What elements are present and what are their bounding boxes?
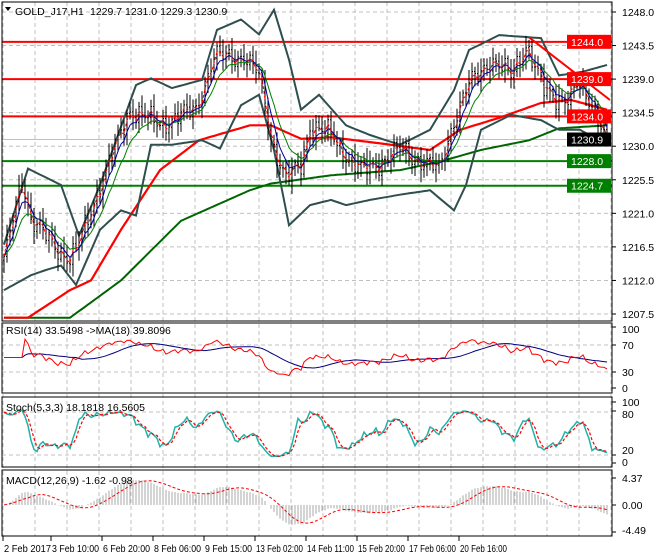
price-axis-label: 1243.5 [622, 41, 654, 53]
price-level-tag-text: 1224.7 [571, 181, 603, 193]
rsi-ma-line [4, 343, 608, 369]
macd-label: MACD(12,26,9) -1.62 -0.98 [6, 475, 133, 487]
stoch-axis-label: 80 [622, 409, 634, 421]
macd-axis-label: 0.00 [622, 500, 643, 512]
ema-fast-line [3, 47, 608, 264]
stoch-axis-label: 0 [622, 457, 628, 469]
rsi-label: RSI(14) 33.5498 ->MA(18) 39.8096 [6, 325, 171, 337]
time-axis-label: 2 Feb 2017 [4, 543, 51, 555]
chart-header: GOLD_J17,H1 1229.7 1231.0 1229.3 1230.9 [5, 6, 227, 18]
time-axis-label: 8 Feb 06:00 [154, 543, 201, 555]
ma-long-line [4, 124, 608, 319]
panel-frame [1, 469, 613, 537]
price-level-tag-bg [567, 178, 611, 193]
rsi-axis-label: 100 [622, 324, 640, 336]
ema-slow-line [3, 59, 608, 257]
stoch-label: Stoch(5,3,3) 18.1818 16.5605 [6, 402, 145, 414]
time-axis-label: 9 Feb 15:00 [205, 543, 252, 555]
stoch-axis-label: 20 [622, 445, 634, 457]
ma-slow-line [4, 98, 608, 319]
stoch-signal-line [3, 409, 608, 457]
price-axis-label: 1212.0 [622, 275, 654, 287]
price-level-tag-text: 1234.0 [571, 111, 603, 123]
ema-mid-line [3, 53, 608, 259]
price-level-tag-text: 1230.9 [571, 135, 603, 147]
time-axis-label: 3 Feb 10:00 [52, 543, 99, 555]
price-level-tag: 1234.0 [567, 109, 611, 124]
macd-signal-line [3, 480, 608, 524]
time-axis-label: 17 Feb 06:00 [409, 543, 456, 555]
time-axis-label: 15 Feb 20:00 [358, 543, 405, 555]
time-axis-label: 20 Feb 16:00 [460, 543, 507, 555]
panel-frame [1, 1, 613, 322]
time-axis-label: 14 Feb 11:00 [307, 543, 354, 555]
dropdown-triangle-icon[interactable] [5, 7, 11, 11]
macd-axis-label: -4.49 [622, 525, 646, 537]
price-axis-label: 1234.5 [622, 108, 654, 120]
time-axis-label: 6 Feb 20:00 [103, 543, 150, 555]
price-level-tag-bg [567, 109, 611, 124]
price-axis-label: 1207.5 [622, 309, 654, 321]
macd-axis-label: 4.37 [622, 473, 643, 485]
price-level-tag-bg [567, 34, 611, 49]
price-level-tag: 1230.9 [567, 132, 611, 147]
price-level-tag-bg [567, 72, 611, 87]
trendline [528, 36, 611, 101]
bollinger-lower-line [3, 93, 608, 291]
time-axis-label: 13 Feb 02:00 [256, 543, 303, 555]
rsi-axis-label: 30 [622, 367, 634, 379]
price-axis-label: 1216.5 [622, 242, 654, 254]
price-level-tag: 1239.0 [567, 72, 611, 87]
price-level-tag-text: 1239.0 [571, 74, 603, 86]
bollinger-upper-line [3, 7, 608, 245]
price-level-tag-text: 1228.0 [571, 156, 603, 168]
price-level-tag: 1228.0 [567, 154, 611, 169]
price-axis-label: 1225.5 [622, 175, 654, 187]
price-axis-label: 1248.0 [622, 7, 654, 19]
stoch-axis-label: 100 [622, 397, 640, 409]
price-axis-label: 1230.0 [622, 141, 654, 153]
price-axis-label: 1239.0 [622, 74, 654, 86]
price-level-tag-bg [567, 132, 611, 147]
price-axis-label: 1221.0 [622, 208, 654, 220]
price-level-tag-text: 1244.0 [571, 37, 603, 49]
price-level-tag: 1244.0 [567, 34, 611, 49]
panel-frame [1, 396, 613, 468]
price-level-tag-bg [567, 154, 611, 169]
rsi-axis-label: 70 [622, 340, 634, 352]
rsi-axis-label: 0 [622, 383, 628, 395]
ohlc-values: 1229.7 1231.0 1229.3 1230.9 [90, 6, 227, 18]
symbol-label: GOLD_J17,H1 [15, 6, 84, 18]
price-level-tag: 1224.7 [567, 178, 611, 193]
rsi-line [4, 337, 608, 377]
panel-frame [1, 322, 613, 394]
